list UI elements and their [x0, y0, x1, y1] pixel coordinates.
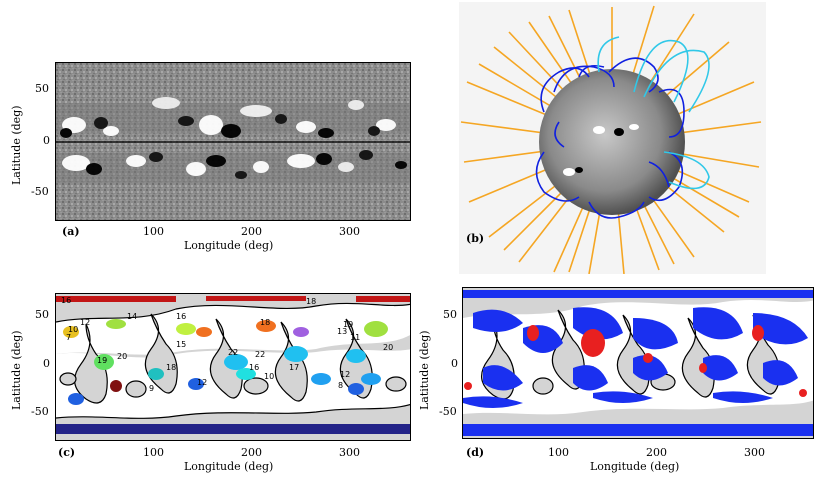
region-label: 9 [149, 384, 155, 393]
panel-letter-c: (c) [58, 446, 76, 459]
x-axis-title: Longitude (deg) [184, 239, 274, 252]
region-label: 18 [260, 318, 271, 327]
region-map-plot [55, 293, 411, 441]
region-label: 10 [68, 325, 79, 334]
ytick-0: 0 [451, 357, 458, 370]
y-axis-title: Latitude (deg) [418, 330, 431, 410]
sphere-field-lines [460, 5, 762, 274]
region-label: 8 [338, 381, 344, 390]
region-label: 17 [289, 363, 300, 372]
closed-field-lines [535, 57, 685, 219]
region-label: 18 [306, 297, 317, 306]
region-label: 20 [117, 352, 128, 361]
region-label: 11 [350, 333, 361, 342]
region-label: 20 [383, 343, 394, 352]
xtick-300: 300 [339, 225, 360, 238]
xtick-200: 200 [241, 225, 262, 238]
xtick-300: 300 [339, 446, 360, 459]
region-label: 15 [176, 340, 187, 349]
region-label: 12 [197, 378, 208, 387]
panel-letter-d: (d) [466, 446, 485, 459]
ytick-neg50: -50 [439, 405, 457, 418]
polarity-map-plot [462, 287, 814, 439]
region-label: 19 [97, 356, 108, 365]
xtick-100: 100 [548, 446, 569, 459]
region-label: 19 [343, 320, 354, 329]
region-label: 16 [61, 296, 72, 305]
region-label: 16 [249, 363, 260, 372]
cyan-field-lines [597, 36, 710, 190]
ytick-neg50: -50 [31, 405, 49, 418]
region-label: 10 [264, 372, 275, 381]
polarity-map [463, 290, 813, 436]
xtick-200: 200 [241, 446, 262, 459]
region-label: 7 [66, 333, 72, 342]
xtick-200: 200 [646, 446, 667, 459]
x-axis-title: Longitude (deg) [590, 460, 680, 473]
ytick-0: 0 [43, 134, 50, 147]
region-label: 13 [337, 327, 348, 336]
region-label: 12 [340, 370, 351, 379]
panel-letter-a: (a) [62, 225, 80, 238]
ytick-50: 50 [35, 82, 49, 95]
x-axis-title: Longitude (deg) [184, 460, 274, 473]
region-map [56, 296, 410, 434]
field-line-render [459, 2, 766, 274]
ytick-50: 50 [443, 308, 457, 321]
xtick-100: 100 [143, 225, 164, 238]
region-label: 16 [176, 312, 187, 321]
panel-letter-b: (b) [466, 232, 485, 245]
region-label: 22 [228, 348, 239, 357]
region-label: 18 [166, 363, 177, 372]
sun-sphere [539, 69, 685, 215]
region-label: 12 [80, 318, 91, 327]
ytick-neg50: -50 [31, 185, 49, 198]
y-axis-title: Latitude (deg) [10, 105, 23, 185]
region-label: 22 [255, 350, 266, 359]
ytick-0: 0 [43, 357, 50, 370]
magnetogram-plot [55, 62, 411, 221]
xtick-300: 300 [744, 446, 765, 459]
region-label: 14 [127, 312, 138, 321]
ytick-50: 50 [35, 308, 49, 321]
magnetogram-image [56, 63, 410, 220]
y-axis-title: Latitude (deg) [10, 330, 23, 410]
xtick-100: 100 [143, 446, 164, 459]
